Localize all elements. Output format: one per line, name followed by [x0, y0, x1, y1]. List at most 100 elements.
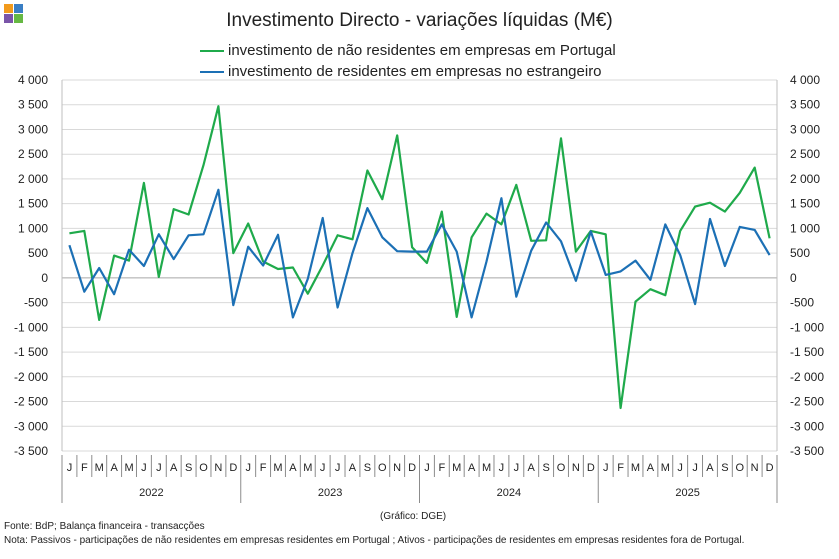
- logo-square-orange: [4, 4, 13, 13]
- month-label: O: [199, 462, 208, 474]
- y-tick-label-left: 500: [28, 246, 48, 260]
- month-label: D: [587, 462, 595, 474]
- dge-logo: [4, 4, 24, 24]
- month-label: S: [364, 462, 371, 474]
- month-label: J: [67, 462, 73, 474]
- month-label: O: [557, 462, 566, 474]
- footnote: Nota: Passivos - participações de não re…: [4, 535, 745, 546]
- month-label: J: [320, 462, 326, 474]
- y-tick-label-right: 500: [790, 246, 810, 260]
- y-tick-label-left: 2 500: [18, 147, 48, 161]
- month-label: N: [214, 462, 222, 474]
- month-label: A: [647, 462, 655, 474]
- y-tick-label-right: -2 000: [790, 370, 824, 384]
- month-label: J: [245, 462, 251, 474]
- legend-label-residents: investimento de residentes em empresas n…: [228, 63, 602, 80]
- year-label: 2024: [497, 487, 521, 499]
- month-label: N: [572, 462, 580, 474]
- month-label: M: [273, 462, 282, 474]
- month-label: F: [260, 462, 267, 474]
- y-tick-label-left: -3 500: [14, 444, 48, 458]
- y-tick-label-left: 1 000: [18, 221, 48, 235]
- source-note: Fonte: BdP; Balança financeira - transac…: [4, 521, 205, 532]
- y-tick-label-left: 4 000: [18, 73, 48, 87]
- y-tick-label-right: -500: [790, 296, 814, 310]
- month-label: S: [185, 462, 192, 474]
- month-label: O: [378, 462, 387, 474]
- y-tick-label-left: -500: [24, 296, 48, 310]
- month-label: S: [721, 462, 728, 474]
- y-tick-label-left: -1 000: [14, 320, 48, 334]
- month-label: A: [349, 462, 357, 474]
- logo-square-green: [14, 14, 23, 23]
- y-tick-label-right: -2 500: [790, 395, 824, 409]
- month-label: M: [482, 462, 491, 474]
- month-label: A: [289, 462, 297, 474]
- month-label: J: [677, 462, 683, 474]
- chart-credit: (Gráfico: DGE): [380, 511, 447, 522]
- y-tick-label-left: 3 500: [18, 98, 48, 112]
- month-label: A: [706, 462, 714, 474]
- month-label: D: [766, 462, 774, 474]
- legend-item-nonresidents: investimento de não residentes em empres…: [200, 40, 616, 61]
- y-tick-label-right: 3 000: [790, 122, 820, 136]
- month-label: F: [81, 462, 88, 474]
- month-label: M: [661, 462, 670, 474]
- month-label: M: [452, 462, 461, 474]
- month-label: M: [95, 462, 104, 474]
- y-tick-label-left: -2 500: [14, 395, 48, 409]
- y-tick-label-right: 4 000: [790, 73, 820, 87]
- month-label: M: [124, 462, 133, 474]
- month-label: D: [408, 462, 416, 474]
- month-label: N: [751, 462, 759, 474]
- month-label: M: [303, 462, 312, 474]
- y-tick-label-right: -1 500: [790, 345, 824, 359]
- chart-title: Investimento Directo - variações líquida…: [226, 10, 613, 31]
- y-tick-label-left: -2 000: [14, 370, 48, 384]
- year-label: 2025: [675, 487, 699, 499]
- y-tick-label-right: 3 500: [790, 98, 820, 112]
- series-line-nonresidents: [69, 105, 771, 410]
- month-label: D: [229, 462, 237, 474]
- month-label: J: [499, 462, 505, 474]
- logo-square-purple: [4, 14, 13, 23]
- y-tick-label-left: -3 000: [14, 419, 48, 433]
- month-label: F: [617, 462, 624, 474]
- year-label: 2023: [318, 487, 342, 499]
- month-label: S: [542, 462, 549, 474]
- month-label: J: [692, 462, 698, 474]
- year-label: 2022: [139, 487, 163, 499]
- y-tick-label-left: 1 500: [18, 197, 48, 211]
- y-tick-label-left: 2 000: [18, 172, 48, 186]
- month-label: J: [603, 462, 609, 474]
- y-tick-label-right: 2 000: [790, 172, 820, 186]
- y-tick-label-right: 2 500: [790, 147, 820, 161]
- legend-swatch-green: [200, 49, 224, 52]
- y-tick-label-left: -1 500: [14, 345, 48, 359]
- month-label: J: [424, 462, 430, 474]
- y-tick-label-right: -3 000: [790, 419, 824, 433]
- month-label: A: [528, 462, 536, 474]
- y-tick-label-right: 1 500: [790, 197, 820, 211]
- month-label: N: [393, 462, 401, 474]
- y-tick-label-right: 1 000: [790, 221, 820, 235]
- legend-label-nonresidents: investimento de não residentes em empres…: [228, 42, 616, 59]
- month-label: A: [468, 462, 476, 474]
- month-label: J: [514, 462, 520, 474]
- month-label: A: [110, 462, 118, 474]
- legend: investimento de não residentes em empres…: [200, 40, 616, 82]
- legend-swatch-blue: [200, 70, 224, 73]
- y-tick-label-right: -3 500: [790, 444, 824, 458]
- y-tick-label-right: -1 000: [790, 320, 824, 334]
- month-label: O: [735, 462, 744, 474]
- y-tick-label-left: 3 000: [18, 122, 48, 136]
- month-label: J: [141, 462, 147, 474]
- series-line-residents: [68, 188, 771, 319]
- y-tick-label-left: 0: [41, 271, 48, 285]
- logo-square-blue: [14, 4, 23, 13]
- legend-item-residents: investimento de residentes em empresas n…: [200, 61, 616, 82]
- y-tick-label-right: 0: [790, 271, 797, 285]
- month-label: A: [170, 462, 178, 474]
- month-label: F: [438, 462, 445, 474]
